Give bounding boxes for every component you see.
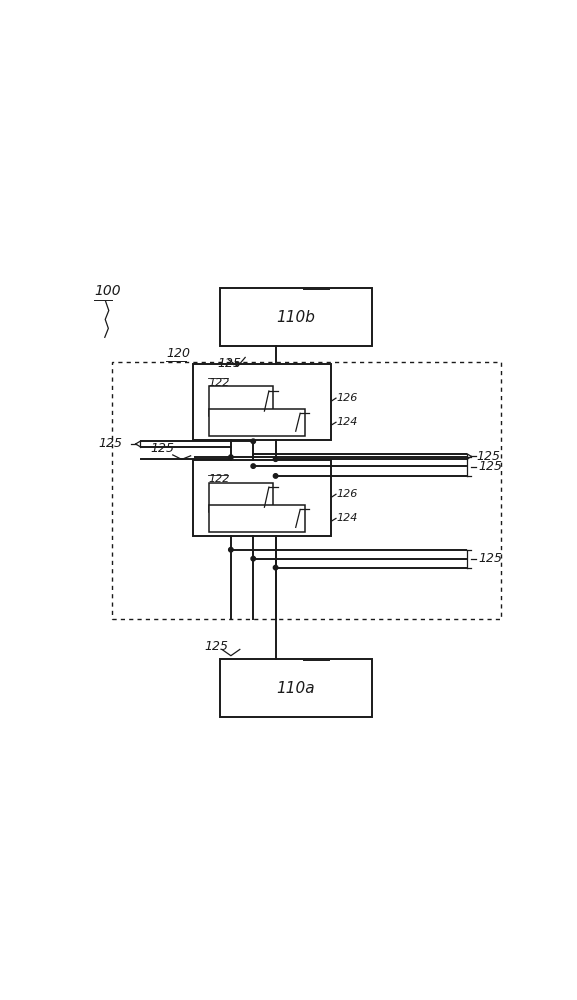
Text: 124: 124	[336, 417, 357, 427]
Text: 125: 125	[204, 640, 228, 653]
Text: 125: 125	[98, 437, 122, 450]
Bar	[193, 364, 332, 440]
Text: 110a: 110a	[276, 681, 315, 696]
Text: 126: 126	[336, 489, 357, 499]
Text: 125: 125	[477, 450, 501, 463]
Bar	[208, 386, 273, 416]
Circle shape	[228, 547, 233, 552]
Text: 122: 122	[208, 474, 230, 484]
Circle shape	[273, 565, 278, 570]
Text: 100: 100	[95, 284, 121, 298]
Text: 122: 122	[208, 378, 230, 388]
Circle shape	[228, 455, 233, 459]
Text: 125: 125	[478, 460, 502, 473]
Bar	[220, 288, 372, 346]
Text: 125: 125	[218, 357, 241, 370]
Circle shape	[251, 556, 256, 561]
Text: 126: 126	[336, 393, 357, 403]
Text: 125: 125	[478, 552, 502, 565]
Circle shape	[251, 464, 256, 468]
Text: 120: 120	[166, 347, 190, 360]
Text: 124: 124	[336, 513, 357, 523]
Bar	[113, 362, 501, 619]
Bar	[208, 409, 305, 436]
Bar	[193, 460, 332, 536]
Bar	[208, 483, 273, 512]
Text: 125: 125	[151, 442, 174, 455]
Circle shape	[251, 439, 256, 444]
Circle shape	[273, 474, 278, 478]
Circle shape	[273, 457, 278, 461]
Bar	[208, 505, 305, 532]
Bar	[220, 659, 372, 717]
Text: 110b: 110b	[276, 310, 315, 325]
